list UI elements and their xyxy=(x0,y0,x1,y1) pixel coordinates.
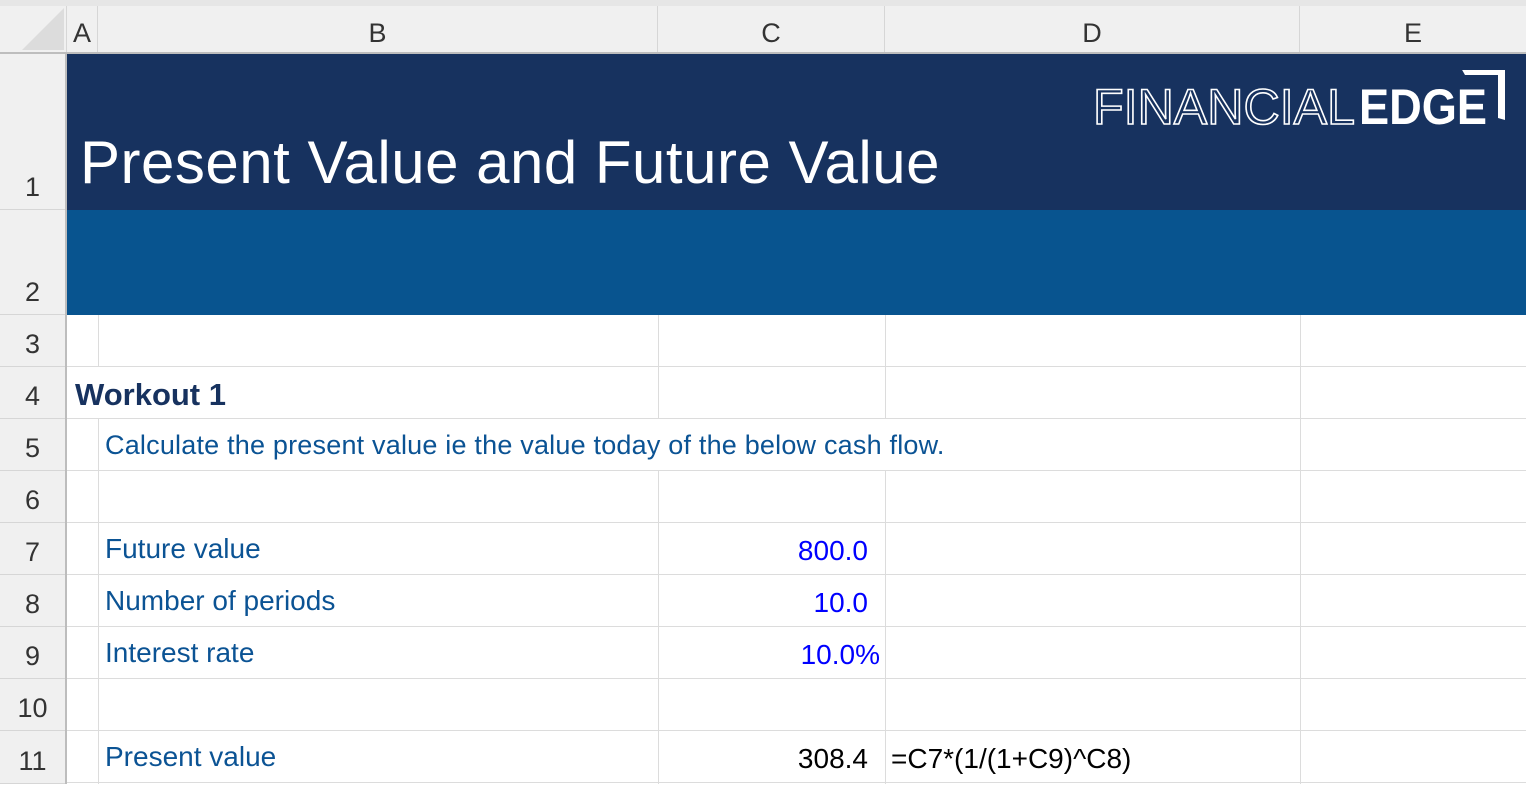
row-header-9[interactable]: 9 xyxy=(0,627,65,679)
interest-rate-input[interactable]: 10.0% xyxy=(800,639,880,670)
row-header-bar xyxy=(0,54,67,784)
column-header-c[interactable]: C xyxy=(658,6,885,52)
workout-heading: Workout 1 xyxy=(75,377,226,412)
logo-bold-text: EDGE xyxy=(1359,79,1487,130)
instruction-text: Calculate the present value ie the value… xyxy=(105,430,945,460)
future-value-label: Future value xyxy=(105,533,261,564)
row-header-3[interactable]: 3 xyxy=(0,315,65,367)
subtitle-banner xyxy=(67,210,1526,315)
column-header-e[interactable]: E xyxy=(1403,18,1422,48)
select-all-button[interactable] xyxy=(0,6,67,52)
row-header-2[interactable]: 2 xyxy=(0,210,65,315)
top-strip xyxy=(0,0,1526,6)
present-value-label: Present value xyxy=(105,741,277,772)
column-header-d[interactable]: D xyxy=(885,6,1300,52)
row-header-7[interactable]: 7 xyxy=(0,523,65,575)
interest-rate-label: Interest rate xyxy=(105,637,255,668)
present-value-result[interactable]: 308.4 xyxy=(797,743,868,774)
column-header-b[interactable]: B xyxy=(98,6,658,52)
present-value-formula[interactable]: =C7*(1/(1+C9)^C8) xyxy=(891,743,1132,774)
column-header-bar xyxy=(0,6,1526,54)
page-title: Present Value and Future Value xyxy=(80,129,940,196)
row-header-1[interactable]: 1 xyxy=(0,54,65,210)
row-header-5[interactable]: 5 xyxy=(0,419,65,471)
logo-light-text: FINANCIAL xyxy=(1093,79,1355,130)
row-header-8[interactable]: 8 xyxy=(0,575,65,627)
row-header-6[interactable]: 6 xyxy=(0,471,65,523)
periods-label: Number of periods xyxy=(105,585,336,616)
row-header-10[interactable]: 10 xyxy=(0,679,65,731)
logo-corner-mark xyxy=(1462,70,1505,120)
future-value-input[interactable]: 800.0 xyxy=(797,535,868,566)
financial-edge-logo: FINANCIAL EDGE xyxy=(1093,70,1505,130)
periods-input[interactable]: 10.0 xyxy=(813,587,869,618)
column-header-a[interactable]: A xyxy=(67,6,98,52)
title-banner xyxy=(67,54,1526,210)
row-header-11[interactable]: 11 xyxy=(0,731,65,784)
row-header-4[interactable]: 4 xyxy=(0,367,65,419)
